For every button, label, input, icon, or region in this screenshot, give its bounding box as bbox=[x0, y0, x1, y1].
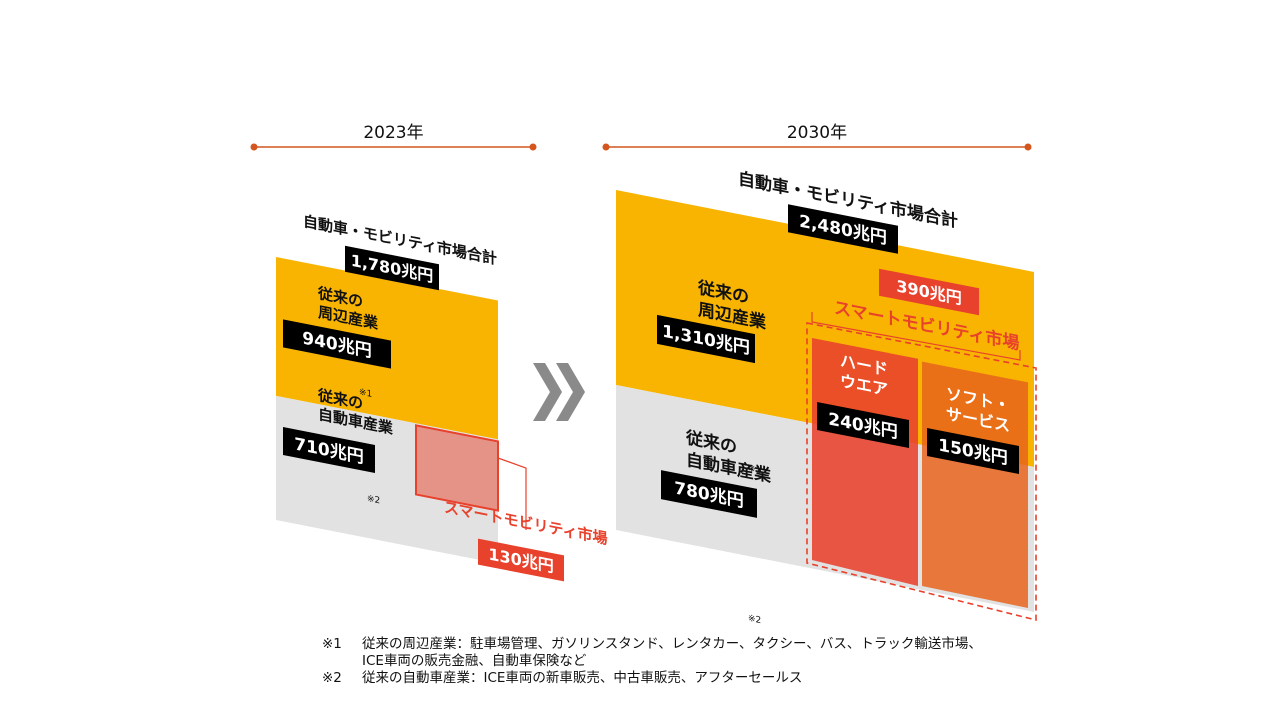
chevron-2 bbox=[556, 363, 585, 421]
tag-2030-hardware-bg bbox=[817, 401, 909, 449]
footnote-2: ※2 従来の自動車産業：ICE車両の新車販売、中古車販売、アフターセールス bbox=[322, 670, 1042, 687]
chevron-1 bbox=[533, 363, 562, 421]
year-axis-2030-start-dot bbox=[602, 143, 610, 151]
tag-2023-peripheral-bg bbox=[283, 319, 391, 369]
note-2030-automotive: ※2 bbox=[748, 614, 761, 627]
tag-2030-peripheral-bg bbox=[657, 314, 755, 364]
footnotes: ※1 従来の周辺産業：駐車場管理、ガソリンスタンド、レンタカー、タクシー、バス、… bbox=[322, 636, 1042, 687]
tag-2030-automotive-bg bbox=[661, 470, 757, 518]
footnote-2-line-1: 従来の自動車産業：ICE車両の新車販売、中古車販売、アフターセールス bbox=[362, 670, 803, 686]
tag-2030-total-bg bbox=[788, 204, 898, 254]
bar-2030-software bbox=[922, 361, 1028, 608]
footnote-1-mark: ※1 bbox=[322, 636, 342, 652]
year-axis-2023-start-dot bbox=[250, 143, 258, 151]
tag-2023-total-bg bbox=[345, 245, 439, 291]
year-axis-2030-end-dot bbox=[1024, 143, 1032, 151]
footnote-1: ※1 従来の周辺産業：駐車場管理、ガソリンスタンド、レンタカー、タクシー、バス、… bbox=[322, 636, 1042, 653]
bar-2023-smart-mobility bbox=[415, 424, 499, 512]
note-2023-peripheral: ※1 bbox=[359, 387, 372, 400]
note-2023-automotive: ※2 bbox=[367, 494, 380, 507]
year-axis-2023-end-dot bbox=[529, 143, 537, 151]
tag-2030-software-bg bbox=[927, 427, 1019, 475]
tag-2023-automotive-bg bbox=[283, 426, 375, 474]
footnote-2-mark: ※2 bbox=[322, 670, 342, 686]
note-2030-peripheral: ※1 bbox=[748, 464, 761, 477]
footnote-1-line-1: 従来の周辺産業：駐車場管理、ガソリンスタンド、レンタカー、タクシー、バス、トラッ… bbox=[362, 636, 982, 652]
tag-2030-smart-mobility-bg bbox=[879, 268, 979, 316]
bar-2030-hardware bbox=[812, 338, 918, 586]
arrow-chevrons bbox=[533, 363, 585, 421]
tag-2023-smart-mobility: 130兆円 bbox=[478, 538, 564, 582]
leader-2023-smart-mobility bbox=[497, 457, 527, 530]
tag-2030-peripheral: 1,310兆円 bbox=[657, 314, 755, 364]
footnote-1-line-2: ICE車両の販売金融、自動車保険など bbox=[362, 653, 587, 669]
year-axis-2030-label: 2030年 bbox=[787, 123, 847, 143]
bracket-2030-smart-mobility bbox=[811, 312, 1021, 361]
outline-2030-smart-mobility bbox=[806, 322, 1037, 622]
tag-2023-smart-mobility-bg bbox=[478, 538, 564, 582]
year-axis-2023-label: 2023年 bbox=[363, 123, 423, 143]
